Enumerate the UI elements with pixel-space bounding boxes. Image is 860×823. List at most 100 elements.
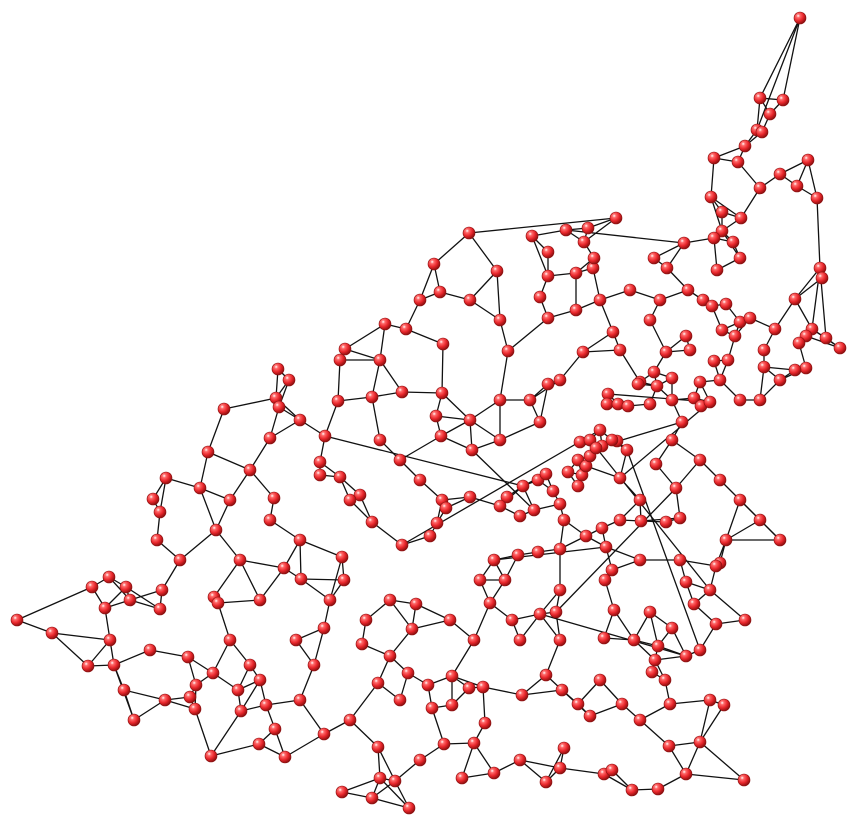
graph-node (123, 593, 137, 607)
graph-node (665, 621, 679, 635)
graph-edge (619, 401, 711, 479)
graph-node (733, 493, 747, 507)
graph-node (81, 659, 95, 673)
graph-node (107, 658, 121, 672)
graph-node (593, 673, 607, 687)
graph-node (647, 251, 661, 265)
graph-node (546, 484, 560, 498)
graph-node (753, 393, 767, 407)
graph-node (658, 673, 672, 687)
graph-node (501, 344, 515, 358)
graph-node (371, 676, 385, 690)
graph-node (436, 337, 450, 351)
graph-edge (794, 267, 821, 300)
graph-node (673, 511, 687, 525)
graph-node (776, 93, 790, 107)
graph-edge (149, 649, 189, 658)
graph-node (234, 704, 248, 718)
graph-edge (441, 343, 444, 394)
graph-node (587, 251, 601, 265)
graph-node (773, 533, 787, 547)
graph-node (643, 397, 657, 411)
graph-node (353, 488, 367, 502)
graph-edge (626, 449, 701, 651)
graph-node (738, 139, 752, 153)
graph-node (679, 329, 693, 343)
graph-edge (411, 619, 451, 630)
graph-node (600, 397, 614, 411)
graph-node (799, 361, 813, 375)
graph-node (490, 264, 504, 278)
graph-node (703, 693, 717, 707)
graph-node (143, 643, 157, 657)
graph-node (445, 698, 459, 712)
graph-node (209, 523, 223, 537)
graph-edge (531, 235, 549, 277)
graph-edge (471, 449, 535, 511)
graph-node (439, 501, 453, 515)
graph-node (553, 633, 567, 647)
graph-node (313, 455, 327, 469)
graph-node (613, 343, 627, 357)
graph-node (434, 429, 448, 443)
graph-edge (709, 589, 746, 621)
graph-node (188, 702, 202, 716)
graph-node (715, 224, 729, 238)
graph-node (263, 513, 277, 527)
graph-node (10, 613, 24, 627)
graph-edge (379, 359, 403, 393)
graph-node (150, 533, 164, 547)
graph-node (338, 342, 352, 356)
graph-node (206, 666, 220, 680)
graph-edge (113, 649, 151, 666)
graph-node (513, 753, 527, 767)
graph-node (541, 311, 555, 325)
graph-edge (259, 567, 285, 601)
graph-edge (499, 350, 509, 401)
graph-node (713, 373, 727, 387)
graph-edge (419, 263, 435, 301)
graph-node (599, 540, 613, 554)
graph-node (500, 490, 514, 504)
graph-node (476, 680, 490, 694)
graph-node (430, 516, 444, 530)
graph-node (659, 515, 673, 529)
graph-node (493, 499, 507, 513)
graph-node (467, 633, 481, 647)
graph-node (337, 573, 351, 587)
graph-node (569, 303, 583, 317)
graph-node (253, 593, 267, 607)
graph-node (155, 583, 169, 597)
graph-node (605, 763, 619, 777)
graph-node (455, 771, 469, 785)
graph-node (343, 713, 357, 727)
graph-node (531, 545, 545, 559)
graph-node (323, 593, 337, 607)
graph-node (651, 639, 665, 653)
graph-node (663, 697, 677, 711)
graph-node (553, 542, 567, 556)
graph-node (402, 801, 416, 815)
graph-node (613, 513, 627, 527)
graph-node (119, 580, 133, 594)
graph-node (681, 283, 695, 297)
graph-node (541, 269, 555, 283)
graph-node (463, 490, 477, 504)
graph-edge (685, 773, 745, 781)
graph-edge (213, 559, 241, 598)
graph-node (633, 493, 647, 507)
graph-edge (199, 487, 217, 531)
graph-node (541, 245, 555, 259)
graph-node (790, 179, 804, 193)
graph-node (660, 261, 674, 275)
graph-node (263, 431, 277, 445)
graph-node (613, 471, 627, 485)
graph-edge (324, 435, 524, 487)
graph-node (317, 727, 331, 741)
graph-node (493, 433, 507, 447)
graph-node (401, 666, 415, 680)
graph-node (605, 563, 619, 577)
graph-edge (539, 383, 549, 423)
graph-node (483, 596, 497, 610)
graph-node (383, 593, 397, 607)
